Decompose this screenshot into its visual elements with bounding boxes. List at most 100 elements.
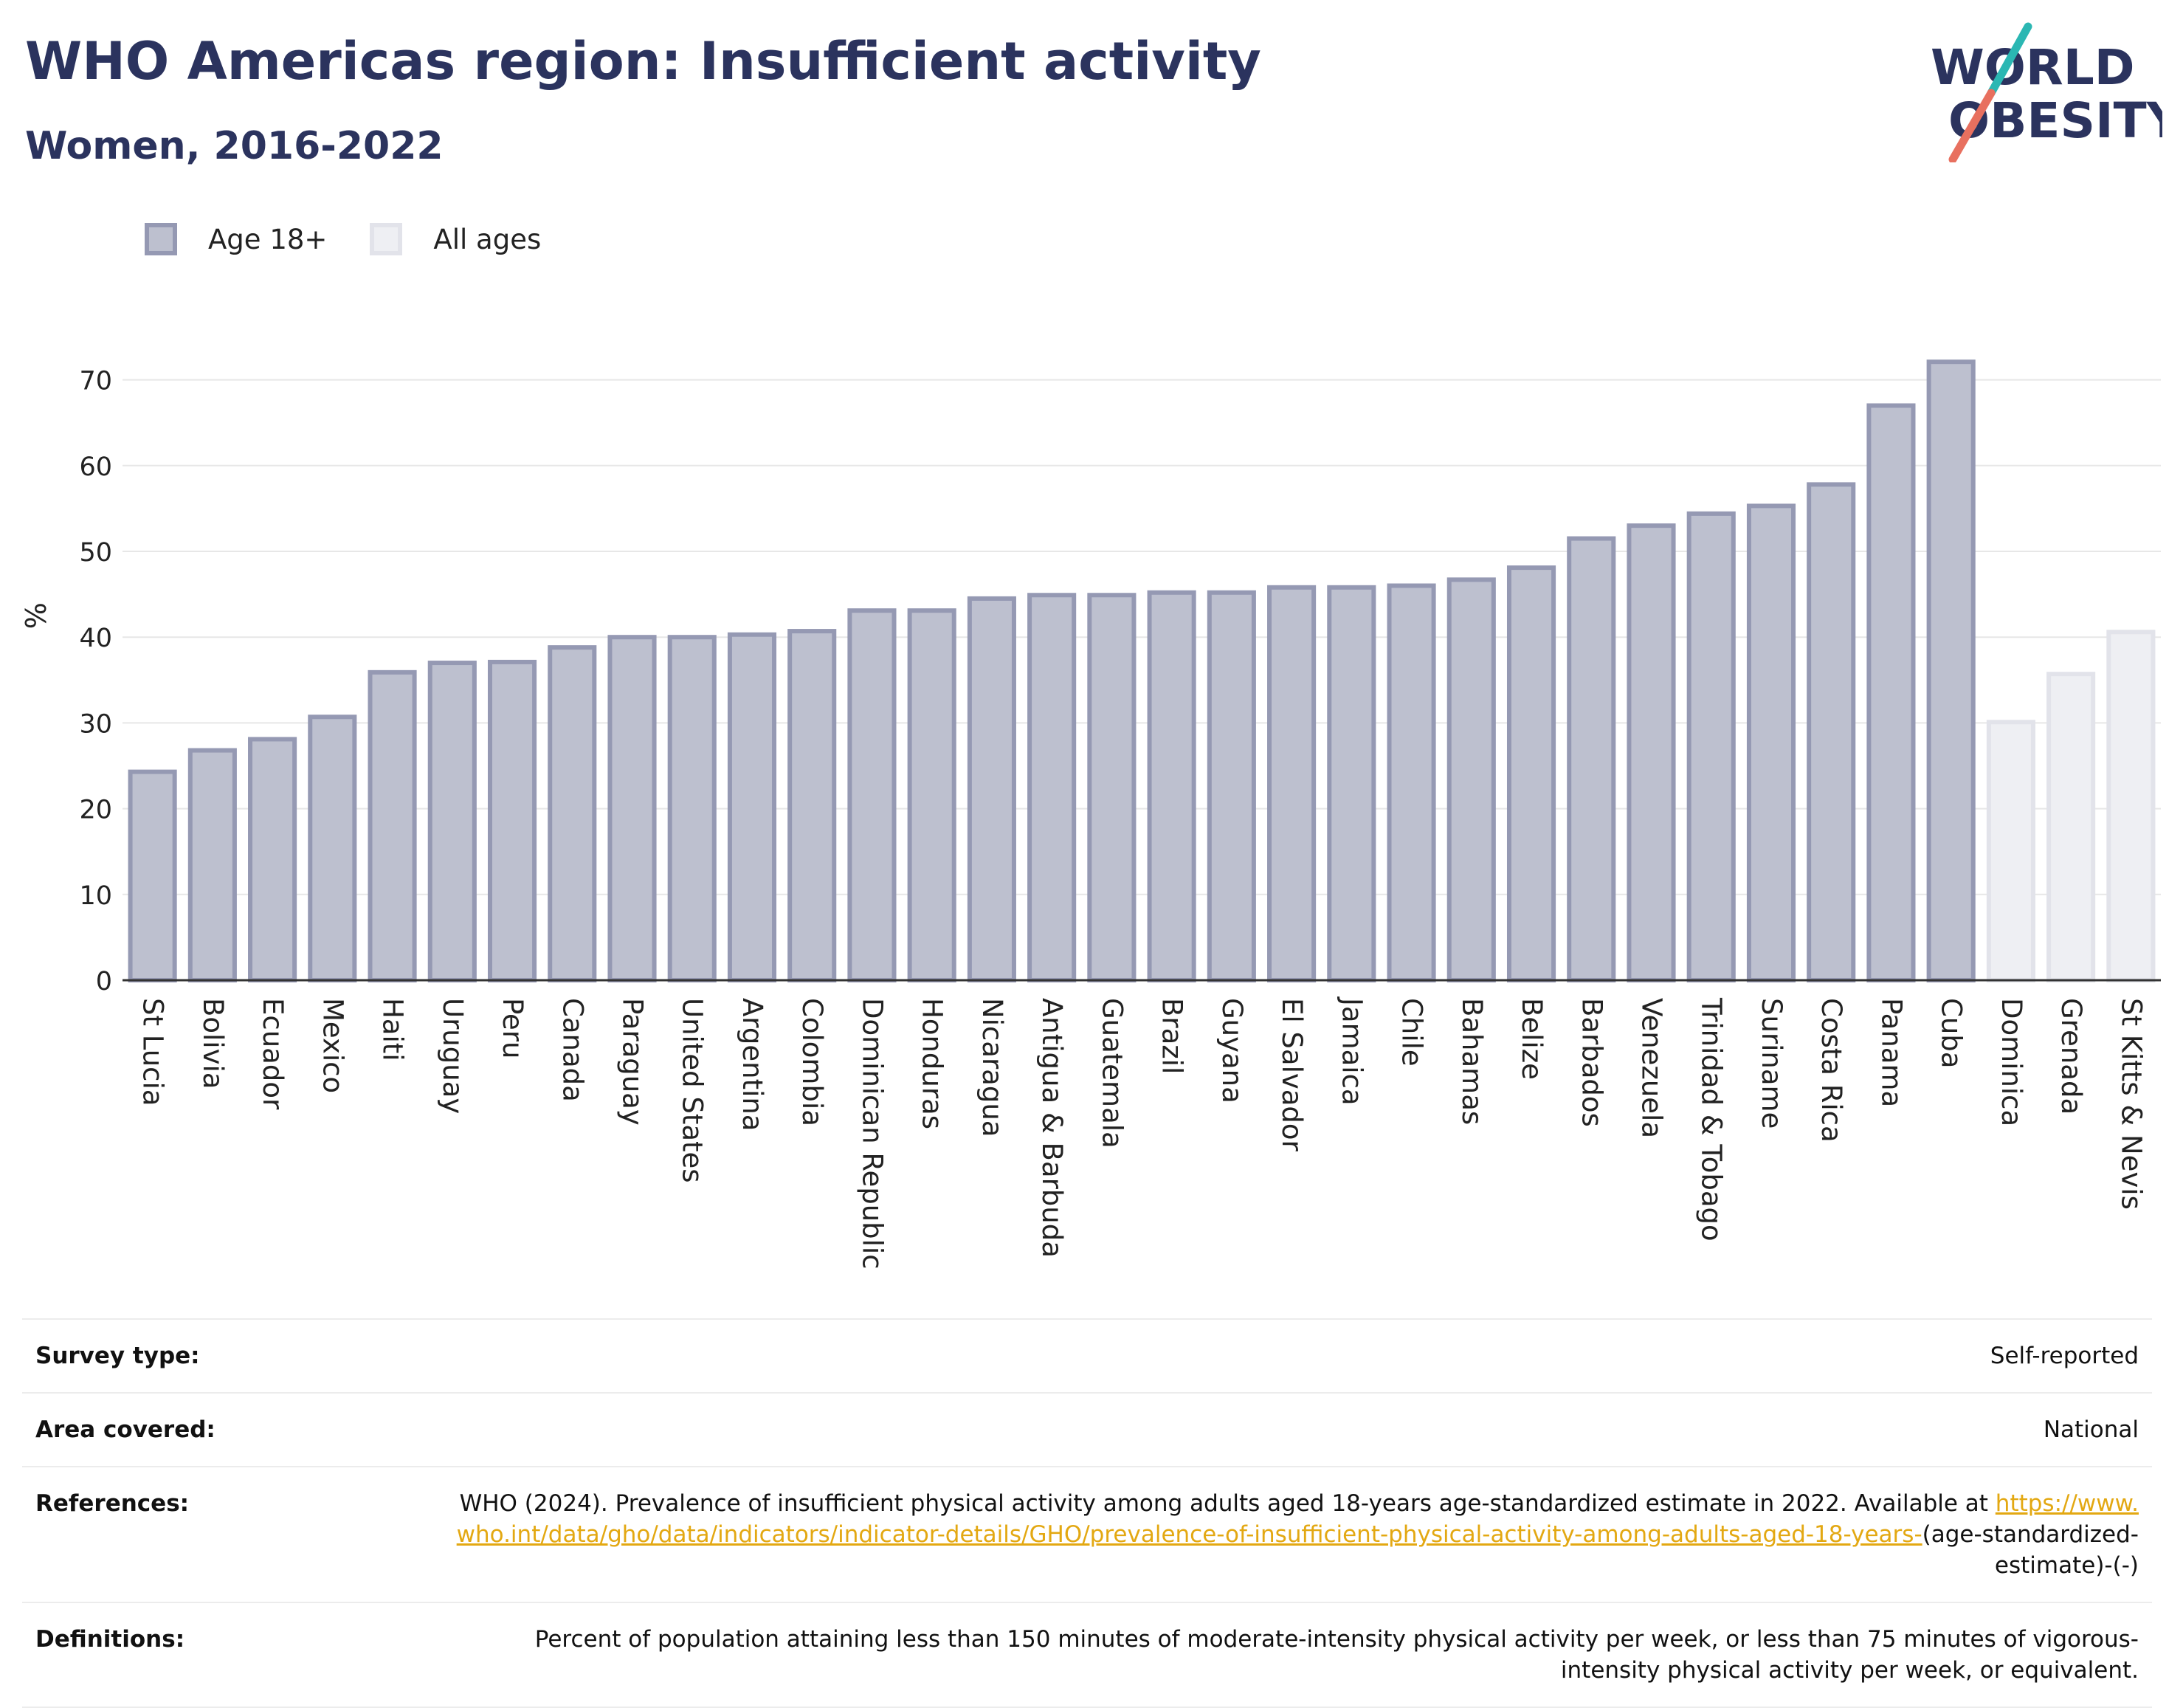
page-subtitle: Women, 2016-2022 [25, 124, 444, 168]
bar-el-salvador [1267, 585, 1317, 982]
survey-type-value: Self-reported [1990, 1343, 2139, 1369]
x-tick-label: Uruguay [437, 998, 469, 1114]
bar-canada [548, 645, 597, 982]
x-tick-label: Jamaica [1336, 996, 1368, 1106]
x-tick-label: Haiti [377, 998, 409, 1061]
references-value: WHO (2024). Prevalence of insufficient p… [456, 1488, 2139, 1581]
references-text: WHO (2024). Prevalence of insufficient p… [459, 1490, 1988, 1517]
x-tick-label: St Lucia [137, 998, 169, 1106]
x-tick-label: Argentina [737, 998, 768, 1131]
bar-ecuador [248, 737, 297, 983]
bar-colombia [787, 629, 837, 982]
bar-barbados [1567, 536, 1616, 982]
x-tick-label: Bahamas [1456, 998, 1488, 1125]
bar-grenada [2046, 672, 2096, 983]
bar-chile [1387, 583, 1436, 983]
bar-paraguay [607, 635, 657, 982]
legend-swatch-allages [370, 223, 403, 255]
x-tick-label: Honduras [917, 998, 948, 1129]
bar-costa-rica [1807, 482, 1856, 982]
world-obesity-logo: WORLD OBESITY [1931, 22, 2162, 162]
info-table: Survey type: Self-reported Area covered:… [22, 1318, 2152, 1708]
legend-label-allages: All ages [433, 223, 542, 255]
x-tick-label: Peru [497, 998, 528, 1058]
bar-honduras [907, 608, 956, 982]
bar-guatemala [1087, 593, 1137, 982]
x-tick-label: Paraguay [617, 998, 649, 1126]
x-tick-label: Venezuela [1636, 998, 1668, 1138]
x-tick-label: Dominican Republic [856, 998, 888, 1270]
info-row-references: References: WHO (2024). Prevalence of in… [22, 1466, 2152, 1602]
bar-trinidad-tobago [1686, 511, 1736, 982]
x-tick-label: Brazil [1156, 998, 1188, 1074]
bar-haiti [368, 669, 417, 982]
legend-item-allages[interactable]: All ages [370, 223, 541, 255]
x-tick-label: Trinidad & Tobago [1696, 997, 1728, 1242]
references-label: References: [35, 1490, 190, 1517]
y-tick-label: 40 [79, 624, 112, 653]
logo-line-obesity: OBESITY [1948, 92, 2162, 149]
y-tick-label: 30 [79, 709, 112, 739]
info-row-area-covered: Area covered: National [22, 1392, 2152, 1466]
x-tick-label: Costa Rica [1815, 998, 1847, 1143]
bar-mexico [308, 714, 357, 982]
bar-argentina [727, 632, 777, 982]
x-tick-label: El Salvador [1276, 998, 1308, 1152]
bar-belize [1506, 565, 1556, 982]
x-tick-label: Cuba [1936, 998, 1968, 1068]
y-tick-label: 20 [79, 796, 112, 825]
y-tick-label: 60 [79, 452, 112, 482]
x-tick-label: Suriname [1756, 998, 1787, 1129]
legend-label-age18: Age 18+ [208, 223, 328, 255]
bar-dominican-republic [847, 608, 897, 982]
legend-item-age18[interactable]: Age 18+ [145, 223, 327, 255]
x-tick-label: Colombia [796, 998, 828, 1126]
survey-type-label: Survey type: [35, 1343, 200, 1369]
references-suffix: (age-standardized-estimate)-(-) [1922, 1521, 2139, 1579]
x-tick-label: Panama [1875, 998, 1907, 1107]
info-row-definitions: Definitions: Percent of population attai… [22, 1602, 2152, 1708]
x-tick-label: Barbados [1576, 998, 1607, 1127]
info-row-survey-type: Survey type: Self-reported [22, 1318, 2152, 1392]
bar-bolivia [187, 748, 237, 982]
bar-panama [1866, 403, 1916, 982]
bar-chart: 0 10 20 30 40 50 60 70% St Lucia Bolivia Ecuador Me… [20, 359, 2161, 1270]
bar-united-states [667, 635, 717, 982]
x-tick-label: United States [677, 998, 708, 1183]
logo-slash-bottom [1948, 89, 1996, 162]
x-tick-label: Guyana [1216, 998, 1248, 1103]
definitions-label: Definitions: [35, 1626, 185, 1653]
bar-bahamas [1446, 577, 1496, 982]
bar-dominica [1986, 720, 2035, 982]
definitions-value: Percent of population attaining less tha… [534, 1626, 2139, 1684]
x-tick-label: Nicaragua [976, 998, 1008, 1137]
area-covered-value: National [2043, 1416, 2139, 1443]
y-tick-label: 0 [96, 967, 112, 996]
bar-cuba [1926, 359, 1976, 982]
x-tick-label: Bolivia [197, 998, 229, 1089]
bar-guyana [1207, 590, 1256, 982]
bar-st-lucia [128, 769, 177, 982]
x-tick-label: Canada [556, 998, 588, 1102]
y-tick-label: 50 [79, 538, 112, 568]
x-tick-label: Chile [1396, 998, 1428, 1067]
bar-antigua-barbuda [1027, 593, 1077, 982]
y-tick-label: 10 [79, 881, 112, 911]
x-tick-label: Guatemala [1096, 998, 1128, 1149]
x-tick-label: Ecuador [257, 998, 289, 1110]
references-link[interactable]: https://www.who.int/data/gho/data/indica… [456, 1490, 2139, 1548]
x-tick-label: Belize [1516, 998, 1548, 1080]
x-tick-label: Antigua & Barbuda [1036, 998, 1068, 1258]
chart-legend: Age 18+ All ages [145, 217, 584, 261]
y-axis-title: % [20, 602, 52, 629]
logo-line-world: WORLD [1931, 39, 2135, 96]
bar-venezuela [1627, 523, 1676, 982]
area-covered-label: Area covered: [35, 1416, 215, 1443]
x-tick-label: Dominica [1996, 998, 2027, 1126]
legend-swatch-age18 [145, 223, 177, 255]
x-tick-label: Mexico [317, 998, 348, 1093]
bar-uruguay [427, 661, 477, 982]
page-title: WHO Americas region: Insufficient activi… [25, 31, 1261, 92]
bar-peru [487, 659, 537, 982]
logo-slash-top [1987, 22, 2032, 97]
